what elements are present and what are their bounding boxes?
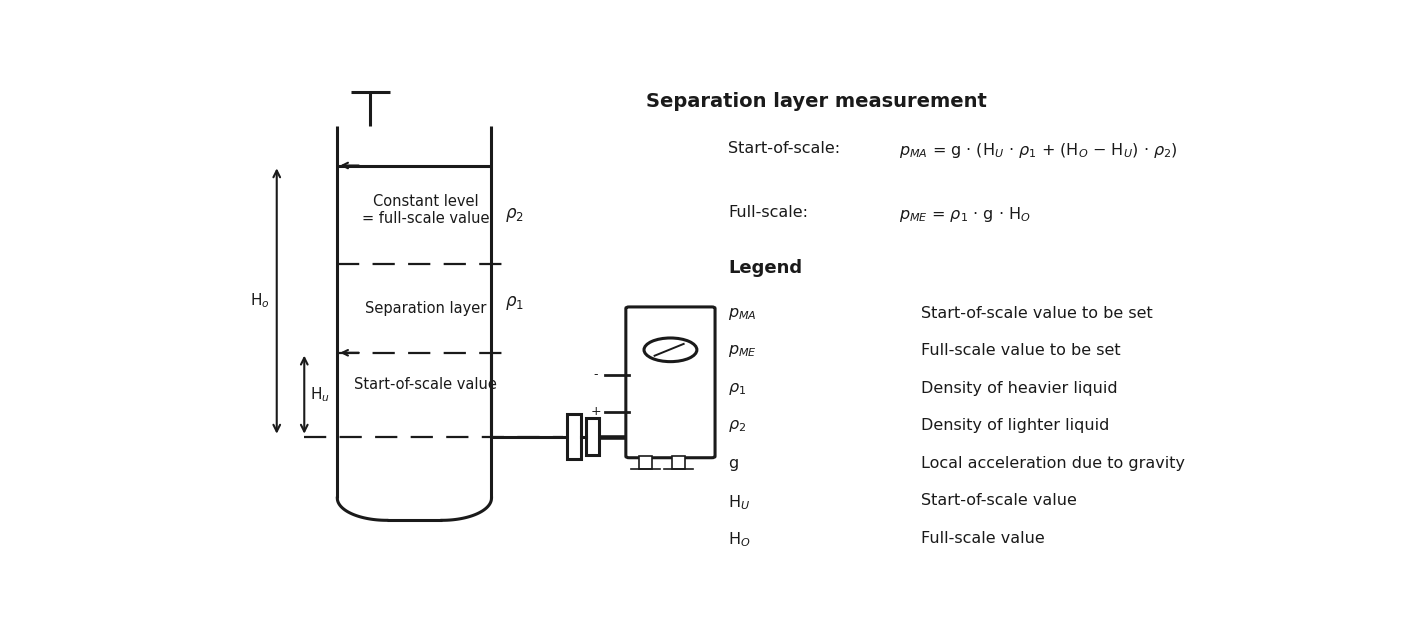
Text: $\rho_1$: $\rho_1$ [504,294,523,312]
FancyBboxPatch shape [625,307,715,458]
Text: Start-of-scale value to be set: Start-of-scale value to be set [921,306,1152,321]
Text: H$_o$: H$_o$ [250,292,270,310]
Text: $p_{MA}$ = g $\cdot$ (H$_U$ $\cdot$ $\rho_1$ + (H$_O$ $-$ H$_U$) $\cdot$ $\rho_2: $p_{MA}$ = g $\cdot$ (H$_U$ $\cdot$ $\rh… [899,141,1178,160]
Text: Full-scale:: Full-scale: [729,205,809,220]
Text: +: + [591,405,601,419]
Text: $\rho_2$: $\rho_2$ [729,419,746,435]
Text: $\rho_2$: $\rho_2$ [504,206,523,224]
Bar [587,418,600,456]
Text: Local acceleration due to gravity: Local acceleration due to gravity [921,456,1185,471]
Text: Legend: Legend [729,259,803,277]
Text: g: g [729,456,739,471]
Text: Start-of-scale value: Start-of-scale value [354,378,497,392]
Text: H$_u$: H$_u$ [310,385,330,404]
Text: -: - [594,369,598,381]
Text: $\rho_1$: $\rho_1$ [729,381,746,397]
Text: $p_{ME}$: $p_{ME}$ [729,344,757,360]
Text: Density of heavier liquid: Density of heavier liquid [921,381,1117,396]
Bar [672,456,685,468]
Text: Start-of-scale:: Start-of-scale: [729,141,840,156]
Bar [567,414,581,459]
Text: Full-scale value to be set: Full-scale value to be set [921,344,1121,358]
Text: Separation layer measurement: Separation layer measurement [647,92,986,111]
Text: $p_{ME}$ = $\rho_1$ $\cdot$ g $\cdot$ H$_O$: $p_{ME}$ = $\rho_1$ $\cdot$ g $\cdot$ H$… [899,205,1030,224]
Bar [639,456,652,468]
Text: H$_U$: H$_U$ [729,493,750,512]
Text: Constant level
= full-scale value: Constant level = full-scale value [362,194,489,226]
Text: Start-of-scale value: Start-of-scale value [921,493,1077,508]
Text: Full-scale value: Full-scale value [921,531,1044,546]
Text: $p_{MA}$: $p_{MA}$ [729,306,757,322]
Text: Density of lighter liquid: Density of lighter liquid [921,419,1110,433]
Text: Separation layer: Separation layer [365,301,486,316]
Text: H$_O$: H$_O$ [729,531,750,549]
